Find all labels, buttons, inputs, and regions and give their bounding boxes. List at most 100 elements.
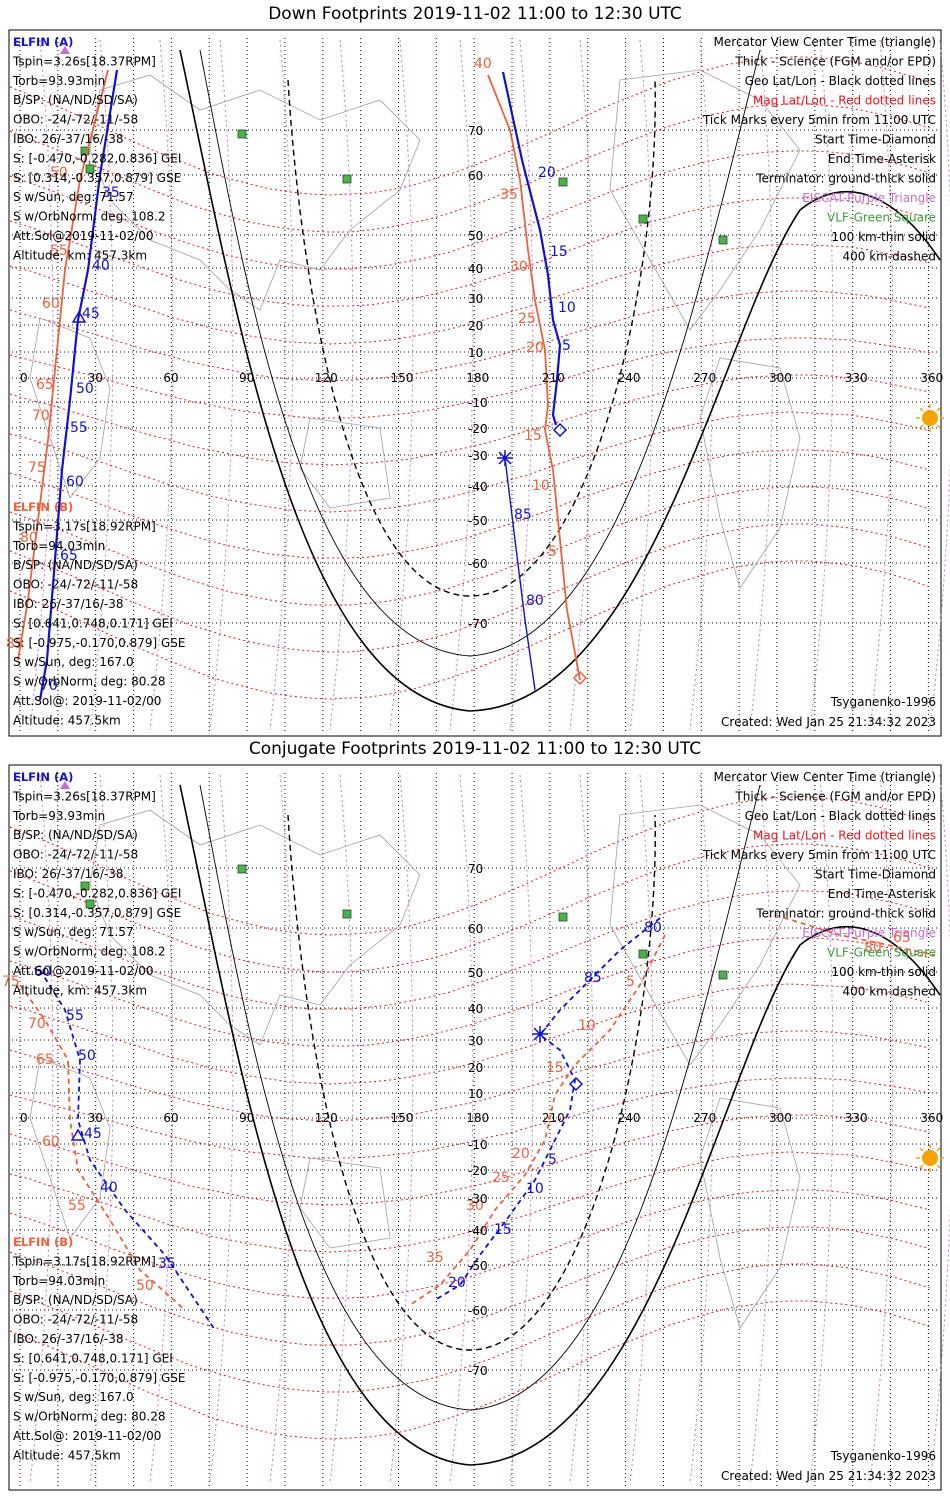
mag-lat-line: [9, 1077, 931, 1159]
vlf-square-icon: [638, 214, 648, 224]
terminator-400km-line: [287, 79, 656, 597]
mag-lat-line: [9, 1226, 931, 1346]
vlf-square-icon: [718, 970, 728, 980]
elfin-b-tick-label: 5: [626, 974, 635, 990]
lon-tick-label: 300: [769, 1111, 792, 1125]
elfin-b-tick-label: 55: [50, 243, 68, 259]
coastlines: [29, 46, 944, 589]
mag-lon-line: [449, 39, 474, 731]
sun-ray: [919, 407, 924, 412]
lon-tick-label: 30: [88, 1111, 103, 1125]
legend-entry: 400 km-dashed: [842, 250, 936, 264]
elfin-b-tick-label: 20: [526, 340, 544, 356]
view-center-triangle-icon: [70, 1128, 86, 1141]
elfin-a-info-line: Altitude, km: 457.3km: [13, 248, 147, 262]
lat-tick-label: -30: [468, 449, 488, 463]
sun-ray: [936, 407, 941, 412]
elfin-a-info-line: S w/Sun, deg: 71.57: [13, 190, 134, 204]
axis-labels: 0 30 60 90 120 150 180 210 240 270 300 330 360 70 60 50…: [20, 124, 943, 631]
legend-entry: Mercator View Center Time (triangle): [714, 770, 936, 784]
elfin-b-tick-label: 35: [426, 1250, 444, 1266]
down-footprints-map: 20 15 10 5 40 35 30 25 20 15 10 5 35 40 45 50 55 60 65 70 50…: [6, 29, 950, 737]
lon-tick-label: 0: [20, 371, 28, 385]
elfin-a-info-line: B/SP: (NA/ND/SD/SA): [13, 828, 138, 842]
elfin-b-tick-label: 30: [466, 1198, 484, 1214]
lon-tick-label: 210: [542, 1111, 565, 1125]
elfin-b-info-line: S w/OrbNorm, deg: 80.28: [13, 1410, 165, 1424]
mag-lon-line: [389, 774, 414, 1485]
elfin-a-info-line: Torb=93.93min: [12, 809, 105, 823]
elfin-b-tick-label: 35: [500, 187, 518, 203]
legend-entry: Mag Lat/Lon - Red dotted lines: [753, 829, 936, 843]
elfin-a-track-east: [434, 917, 661, 1301]
elfin-a-info-line: IBO: 26/-37/16/-38: [13, 132, 124, 146]
elfin-b-info-line: Altitude: 457.5km: [13, 713, 121, 727]
mag-lat-line: [9, 1151, 931, 1253]
vlf-square-icon: [80, 146, 90, 156]
elfin-b-tick-label: 15: [524, 428, 542, 444]
lon-tick-label: 180: [466, 371, 489, 385]
axis-labels: 0 30 60 90 120 150 180 210 240 270 300 330 360 70 60 50…: [20, 862, 943, 1378]
elfin-a-tick-label: 5: [548, 1152, 557, 1168]
elfin-b-tick-label: 85: [6, 636, 24, 652]
mag-lon-line: [929, 774, 950, 1485]
vlf-square-icon: [237, 864, 247, 874]
elfin-b-info-line: S w/OrbNorm, deg: 80.28: [13, 675, 165, 689]
mag-lon-line: [389, 39, 414, 731]
elfin-a-info-line: S: [-0.470,-0.282,0.836] GEI: [13, 151, 181, 165]
lon-tick-label: 60: [163, 371, 178, 385]
elfin-a-tick-label: 20: [448, 1275, 466, 1291]
mag-lat-line: [9, 374, 931, 466]
mag-lon-line: [149, 774, 174, 1485]
mag-lat-line: [9, 890, 931, 1010]
legend-entry: Thick - Science (FGM and/or EPD): [734, 790, 936, 804]
legend-entry: VLF-Green Square: [827, 211, 936, 225]
elfin-a-tick-label: 40: [100, 1180, 118, 1196]
lon-tick-label: 60: [163, 1111, 178, 1125]
mag-lon-line: [329, 774, 354, 1485]
lon-tick-label: 180: [466, 1111, 489, 1125]
mag-lat-line: [9, 796, 931, 936]
satellite-tracks: [19, 914, 936, 1331]
mag-lon-line: [29, 774, 54, 1485]
elfin-b-tick-label: 10: [532, 478, 550, 494]
lon-tick-label: 150: [391, 1111, 414, 1125]
elfin-b-info-line: S: [-0.975,-0.170,0.879] GSE: [13, 1371, 186, 1385]
elfin-a-info-line: B/SP: (NA/ND/SD/SA): [13, 93, 138, 107]
elfin-b-info-line: Torb=94.03min: [12, 539, 105, 553]
coastlines: [29, 781, 944, 1329]
lon-tick-label: 330: [845, 1111, 868, 1125]
mag-lat-line: [9, 983, 931, 1085]
coastline: [299, 417, 391, 509]
elfin-a-track-east: [501, 71, 562, 426]
mag-lon-line: [869, 774, 894, 1485]
legend-entry: Tick Marks every 5min from 11:00 UTC: [702, 113, 936, 127]
elfin-b-info-line: OBO: -24/-72/-11/-58: [13, 578, 138, 592]
lon-tick-label: 150: [391, 371, 414, 385]
lon-tick-label: 360: [920, 371, 943, 385]
mag-lat-line: [9, 1300, 931, 1440]
mag-lon-line: [149, 39, 174, 731]
elfin-b-heading: ELFIN (B): [13, 1235, 73, 1249]
lon-tick-label: 90: [239, 1111, 254, 1125]
lat-tick-label: -60: [468, 557, 488, 571]
elfin-a-info-line: IBO: 26/-37/16/-38: [13, 867, 124, 881]
elfin-b-tick-label: 70: [32, 408, 50, 424]
lat-tick-label: -70: [468, 1364, 488, 1378]
elfin-b-tick-label: 65: [36, 1052, 54, 1068]
elfin-b-tick-label: 75: [28, 460, 46, 476]
coastline: [89, 74, 421, 311]
elfin-a-tick-label: 20: [538, 165, 556, 181]
elfin-b-track-west: [19, 984, 186, 1311]
legend-entry: 100 km-thin solid: [831, 965, 936, 979]
mag-lon-line: [449, 774, 474, 1485]
elfin-a-tick-label: 55: [70, 420, 88, 436]
lat-tick-label: 10: [468, 346, 483, 360]
elfin-a-info-line: Att.Sol@2019-11-02/00: [13, 229, 154, 243]
elfin-a-info-line: S w/OrbNorm, deg: 108.2: [13, 945, 165, 959]
mag-lat-line: [9, 449, 931, 559]
terminator-100km-line: [199, 784, 761, 1411]
legend-entry: End Time-Asterisk: [828, 887, 936, 901]
lat-tick-label: 40: [468, 262, 483, 276]
terminator-lines: [179, 49, 941, 712]
